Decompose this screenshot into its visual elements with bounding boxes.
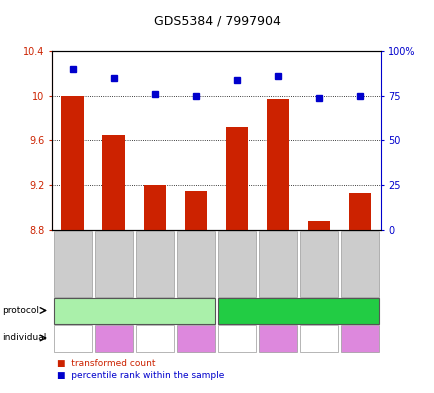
Text: 6123: 6123 (309, 340, 328, 349)
Text: 11310: 11310 (102, 340, 125, 349)
Text: GSM1153452: GSM1153452 (69, 240, 76, 286)
Text: ■  percentile rank within the sample: ■ percentile rank within the sample (56, 371, 224, 380)
Bar (307, 221, 329, 230)
Text: GSM1153454: GSM1153454 (111, 240, 116, 286)
Text: GSM1153455: GSM1153455 (274, 240, 280, 286)
Bar (102, 135, 125, 230)
Text: GM-CSF, IL-4, INF-γ treated: GM-CSF, IL-4, INF-γ treated (237, 306, 358, 315)
Text: GSM1153459: GSM1153459 (316, 240, 321, 287)
Text: donor: donor (103, 329, 124, 335)
Text: GM-CSF, IL-4 treated: GM-CSF, IL-4 treated (88, 306, 181, 315)
Bar (266, 99, 289, 230)
Text: protocol: protocol (2, 306, 39, 315)
Text: 305: 305 (65, 340, 80, 349)
Text: 82406: 82406 (347, 340, 372, 349)
Bar (143, 185, 166, 230)
Text: GDS5384 / 7997904: GDS5384 / 7997904 (154, 15, 280, 28)
Text: donor: donor (226, 329, 247, 335)
Text: GSM1153453: GSM1153453 (233, 240, 240, 287)
Text: donor: donor (267, 329, 287, 335)
Bar (225, 127, 248, 230)
Text: 305: 305 (229, 340, 243, 349)
Text: donor: donor (145, 329, 164, 335)
Text: 82406: 82406 (184, 340, 207, 349)
Text: GSM1153457: GSM1153457 (192, 240, 198, 287)
Text: GSM1153458: GSM1153458 (356, 240, 362, 287)
Text: donor: donor (308, 329, 329, 335)
Text: 11310: 11310 (265, 340, 289, 349)
Text: GSM1153456: GSM1153456 (151, 240, 158, 287)
Text: ■  transformed count: ■ transformed count (56, 359, 155, 368)
Bar (348, 193, 371, 230)
Text: donor: donor (185, 329, 206, 335)
Text: donor: donor (62, 329, 83, 335)
Text: individual: individual (2, 334, 46, 342)
Text: 6123: 6123 (145, 340, 164, 349)
Bar (184, 191, 207, 230)
Bar (61, 96, 84, 230)
Text: donor: donor (349, 329, 369, 335)
